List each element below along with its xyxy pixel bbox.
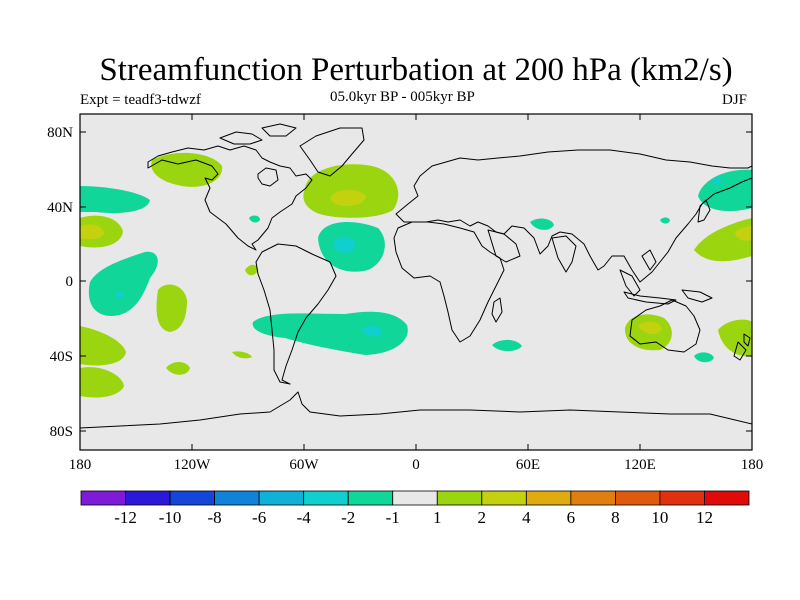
anomaly-nw-pacific-asia-core	[712, 177, 722, 185]
lon-label: 60E	[516, 457, 540, 473]
coastline-japan	[697, 199, 711, 223]
lon-label: 0	[412, 457, 420, 473]
colorbar-label: 6	[567, 508, 576, 527]
coastline-europe-asia	[395, 149, 752, 283]
anomaly-south-pacific-west	[80, 326, 126, 366]
anomaly-equatorial-atlantic-core	[334, 237, 356, 253]
colorbar-label: 8	[611, 508, 620, 527]
anomaly-nw-pacific-asia	[698, 169, 752, 212]
colorbar-label: 2	[478, 508, 487, 527]
figure-title: Streamfunction Perturbation at 200 hPa (…	[99, 52, 733, 88]
colorbar-label: -4	[297, 508, 312, 527]
lon-label: 120W	[174, 457, 212, 473]
colorbar-swatch	[303, 490, 349, 506]
colorbar-swatch	[570, 490, 616, 506]
lat-label: 80N	[47, 125, 73, 141]
coastline-arabia-india	[487, 229, 577, 273]
coastline-new-zealand	[733, 333, 751, 361]
colorbar-label: 1	[433, 508, 442, 527]
colorbar-swatch	[481, 490, 527, 506]
coastline-madagascar	[491, 297, 503, 323]
anomaly-south-indian	[492, 339, 522, 352]
tick-marks	[80, 114, 752, 450]
colorbar-label: -12	[114, 508, 137, 527]
anomaly-tasman-small	[694, 352, 714, 363]
colorbar-label: 4	[522, 508, 531, 527]
anomaly-layer	[80, 152, 752, 398]
anomaly-tropical-pacific-core	[115, 291, 124, 299]
colorbar-label: -2	[341, 508, 355, 527]
colorbar-swatch	[169, 490, 215, 506]
anomaly-arabian-sea	[530, 218, 554, 230]
anomaly-north-atlantic-core	[330, 189, 366, 206]
colorbar-swatch	[214, 490, 260, 506]
colorbar-swatch	[347, 490, 394, 506]
period-label: 05.0kyr BP - 005kyr BP	[330, 89, 475, 105]
colorbar-label: -1	[386, 508, 400, 527]
colorbar-swatch	[258, 490, 305, 506]
coastline-africa	[393, 221, 505, 343]
anomaly-tiny-caribbean	[249, 215, 260, 223]
lon-label: 120E	[624, 457, 656, 473]
coastline-hudson-bay	[257, 167, 279, 187]
coastline-greenland	[299, 127, 365, 177]
colorbar-label: -8	[208, 508, 222, 527]
anomaly-south-pacific	[156, 284, 187, 332]
anomaly-nw-pacific-band	[80, 186, 150, 214]
coastline-south-america	[255, 243, 337, 385]
colorbar-label: -6	[252, 508, 266, 527]
lon-label: 180	[741, 457, 764, 473]
colorbar-label: 12	[696, 508, 713, 527]
colorbar-label: -10	[159, 508, 182, 527]
anomaly-tiny-china	[660, 217, 670, 224]
anomaly-south-atlantic	[252, 311, 408, 355]
colorbar-swatch	[659, 490, 705, 506]
anomaly-west-pacific	[694, 218, 752, 262]
colorbar-swatch	[80, 490, 126, 506]
season-label: DJF	[722, 92, 748, 108]
lat-label: 40S	[50, 349, 73, 365]
lat-label: 40N	[47, 200, 73, 216]
coastline-australia	[629, 299, 701, 353]
coastline-north-america	[147, 145, 313, 251]
colorbar-swatch	[125, 490, 171, 506]
anomaly-small-south-america	[232, 351, 252, 359]
anomaly-small-south	[166, 362, 190, 375]
anomaly-southern-ocean-west	[80, 367, 124, 398]
anomaly-australia-core	[638, 321, 662, 335]
colorbar-swatch	[436, 490, 483, 506]
anomaly-west-pacific-core	[735, 226, 752, 241]
anomaly-small-pacific	[245, 264, 258, 276]
experiment-label: Expt = teadf3-tdwzf	[80, 92, 201, 108]
coastline-southeast-asia	[619, 249, 713, 305]
lat-label: 0	[66, 274, 74, 290]
coastline-antarctica	[80, 391, 752, 429]
lon-label: 180	[69, 457, 92, 473]
colorbar-label: 10	[651, 508, 668, 527]
anomaly-south-atlantic-core	[362, 325, 382, 337]
lat-label: 80S	[50, 424, 73, 440]
anomaly-tropical-pacific-neg	[88, 251, 158, 316]
coastline-layer	[80, 123, 752, 429]
coastline-arctic-islands	[219, 123, 297, 145]
colorbar-swatch	[392, 490, 438, 506]
colorbar-swatch	[615, 490, 661, 506]
colorbar-swatch	[704, 490, 750, 506]
colorbar: -12 -10 -8 -6 -4 -2 -1 1 2 4 6 8 10 12	[80, 490, 750, 527]
colorbar-swatch	[525, 490, 572, 506]
lon-label: 60W	[289, 457, 319, 473]
anomaly-central-pacific-core	[80, 224, 104, 240]
